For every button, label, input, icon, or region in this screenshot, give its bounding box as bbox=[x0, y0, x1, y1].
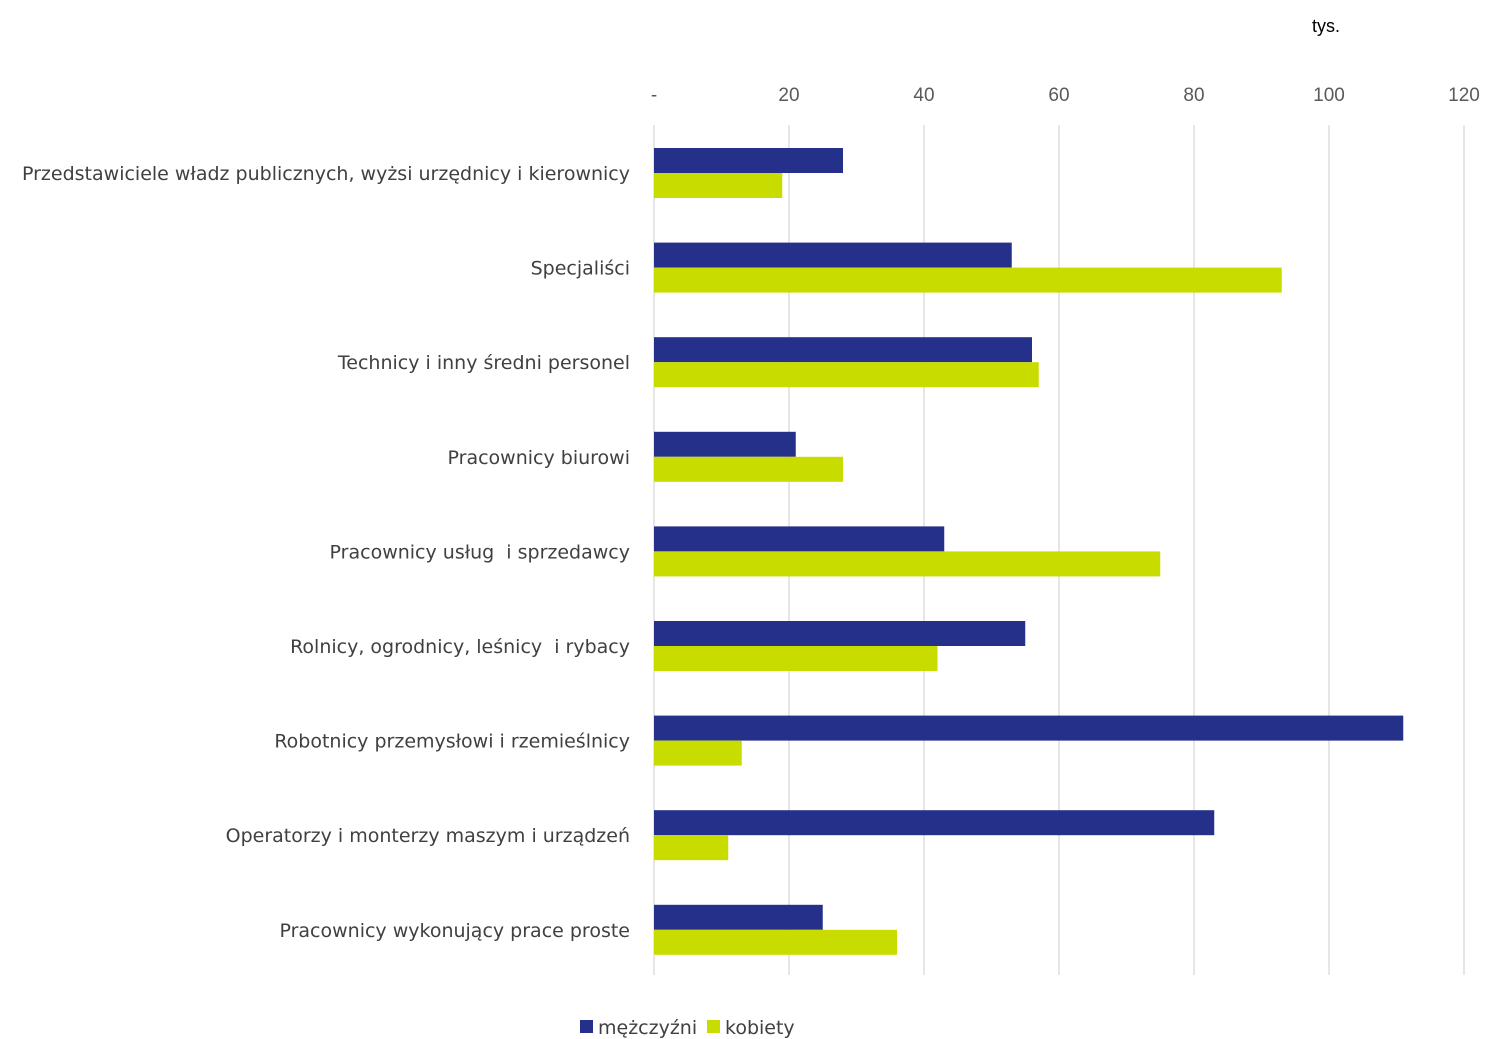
legend: mężczyźni kobiety bbox=[580, 1017, 795, 1039]
bar-men bbox=[654, 810, 1215, 836]
bar-women bbox=[654, 173, 783, 198]
legend-swatch-women bbox=[707, 1020, 720, 1033]
category-labels: Przedstawiciele władz publicznych, wyżsi… bbox=[22, 163, 630, 942]
x-tick-label: 100 bbox=[1313, 85, 1345, 106]
category-label: Pracownicy wykonujący prace proste bbox=[279, 920, 630, 942]
legend-swatch-men bbox=[580, 1020, 593, 1033]
category-label: Technicy i inny średni personel bbox=[337, 352, 630, 374]
unit-label: tys. bbox=[1312, 16, 1340, 36]
x-axis-ticks: - 20 40 60 80 100 120 bbox=[651, 85, 1480, 106]
bar-women bbox=[654, 362, 1039, 388]
category-label: Robotnicy przemysłowi i rzemieślnicy bbox=[274, 731, 630, 753]
bar-men bbox=[654, 337, 1032, 363]
bar-men bbox=[654, 904, 823, 930]
x-tick-label: 120 bbox=[1448, 85, 1480, 106]
x-tick-label: 40 bbox=[913, 85, 934, 106]
category-label: Pracownicy biurowi bbox=[448, 447, 630, 469]
x-tick-label: 60 bbox=[1048, 85, 1069, 106]
bar-women bbox=[654, 267, 1282, 293]
legend-label-women: kobiety bbox=[725, 1017, 795, 1039]
bars bbox=[654, 148, 1404, 955]
x-tick-label: 20 bbox=[778, 85, 799, 106]
bar-women bbox=[654, 835, 729, 861]
bar-women bbox=[654, 740, 742, 766]
bar-men bbox=[654, 242, 1012, 268]
category-label: Specjaliści bbox=[531, 258, 630, 280]
bar-men bbox=[654, 621, 1026, 646]
bar-women bbox=[654, 929, 897, 955]
x-tick-label: - bbox=[651, 85, 657, 106]
bar-men bbox=[654, 148, 843, 173]
category-label: Rolnicy, ogrodnicy, leśnicy i rybacy bbox=[290, 636, 630, 658]
bar-women bbox=[654, 551, 1161, 577]
category-label: Przedstawiciele władz publicznych, wyżsi… bbox=[22, 163, 630, 185]
category-label: Pracownicy usług i sprzedawcy bbox=[330, 541, 630, 563]
bar-men bbox=[654, 431, 796, 457]
legend-label-men: mężczyźni bbox=[598, 1017, 697, 1039]
bar-women bbox=[654, 646, 938, 671]
category-label: Operatorzy i monterzy maszym i urządzeń bbox=[226, 825, 630, 847]
bar-men bbox=[654, 526, 945, 552]
bar-women bbox=[654, 456, 843, 482]
bar-men bbox=[654, 715, 1404, 741]
x-tick-label: 80 bbox=[1183, 85, 1204, 106]
